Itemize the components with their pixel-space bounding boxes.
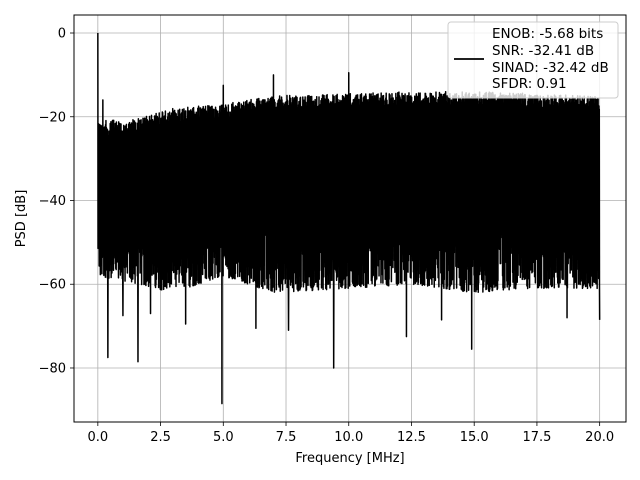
- psd-series-line: [97, 33, 601, 405]
- x-axis-ticks: 0.0 2.5 5.0 7.5 10.0 12.5 15.0 17.5 20.0: [87, 422, 614, 445]
- legend-sinad: SINAD: -32.42 dB: [492, 60, 609, 76]
- y-axis-ticks: 0 −20 −40 −60 −80: [39, 27, 74, 376]
- x-tick-label: 17.5: [522, 430, 551, 445]
- y-tick-label: −40: [39, 194, 66, 209]
- axes-frame: [73, 14, 627, 423]
- y-tick-label: 0: [58, 27, 66, 42]
- y-axis-label: PSD [dB]: [14, 190, 29, 248]
- legend: ENOB: -5.68 bits SNR: -32.41 dB SINAD: -…: [447, 21, 619, 99]
- x-tick-label: 10.0: [334, 430, 363, 445]
- x-tick-label: 20.0: [585, 430, 614, 445]
- x-tick-label: 7.5: [276, 430, 297, 445]
- x-axis-label: Frequency [MHz]: [295, 451, 404, 466]
- x-tick-label: 15.0: [460, 430, 489, 445]
- legend-enob: ENOB: -5.68 bits: [492, 26, 603, 42]
- y-tick-label: −20: [39, 110, 66, 125]
- y-tick-label: −80: [39, 361, 66, 376]
- x-tick-label: 12.5: [397, 430, 426, 445]
- legend-box: [447, 21, 619, 99]
- x-tick-label: 2.5: [150, 430, 171, 445]
- legend-snr: SNR: -32.41 dB: [492, 43, 594, 59]
- x-tick-label: 0.0: [87, 430, 108, 445]
- x-tick-label: 5.0: [213, 430, 234, 445]
- y-tick-label: −60: [39, 278, 66, 293]
- plot-area: [97, 33, 601, 405]
- legend-sfdr: SFDR: 0.91: [492, 76, 567, 92]
